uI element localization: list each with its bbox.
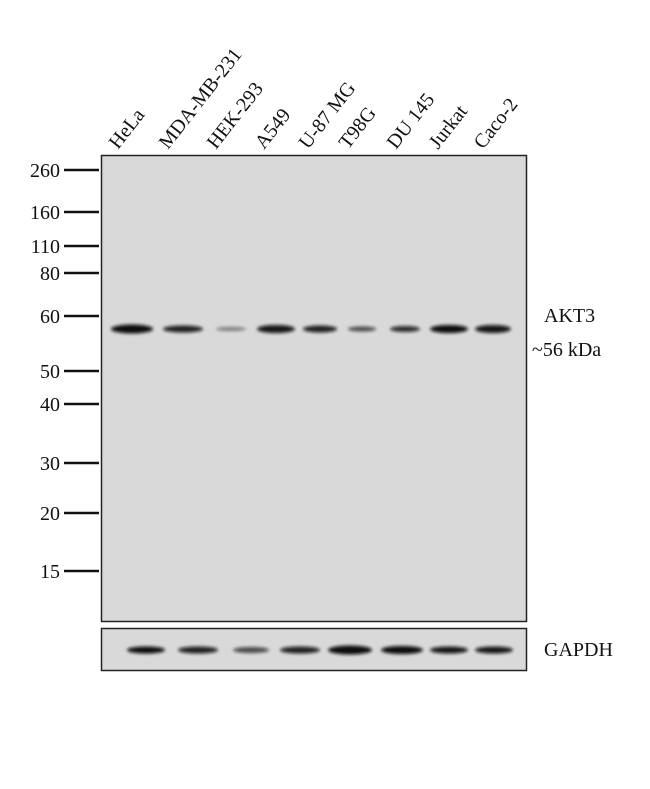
marker-label: 15 — [40, 561, 60, 583]
control-name: GAPDH — [544, 639, 613, 661]
control-band — [475, 646, 513, 654]
target-band — [348, 326, 376, 332]
main-blot — [100, 154, 528, 623]
control-band — [430, 646, 468, 654]
marker-label: 260 — [30, 160, 60, 182]
control-band — [328, 645, 372, 655]
target-band — [475, 325, 511, 333]
target-size: ~56 kDa — [532, 339, 601, 361]
marker-label: 40 — [40, 394, 60, 416]
marker-label: 160 — [30, 202, 60, 224]
target-name: AKT3 — [544, 305, 595, 327]
target-band — [111, 324, 153, 334]
control-band — [178, 646, 218, 654]
control-band — [280, 646, 320, 654]
target-band — [216, 327, 246, 331]
marker-label: 30 — [40, 453, 60, 475]
marker-label: 80 — [40, 263, 60, 285]
marker-label: 50 — [40, 361, 60, 383]
control-band — [127, 646, 165, 654]
marker-label: 60 — [40, 306, 60, 328]
control-band — [233, 647, 269, 653]
control-band — [381, 646, 423, 654]
target-band — [163, 325, 203, 333]
bands — [111, 324, 513, 655]
target-band — [257, 325, 295, 333]
target-band — [390, 326, 420, 332]
target-band — [303, 325, 337, 333]
target-band — [430, 325, 468, 333]
marker-label: 20 — [40, 503, 60, 525]
marker-label: 110 — [31, 236, 60, 258]
